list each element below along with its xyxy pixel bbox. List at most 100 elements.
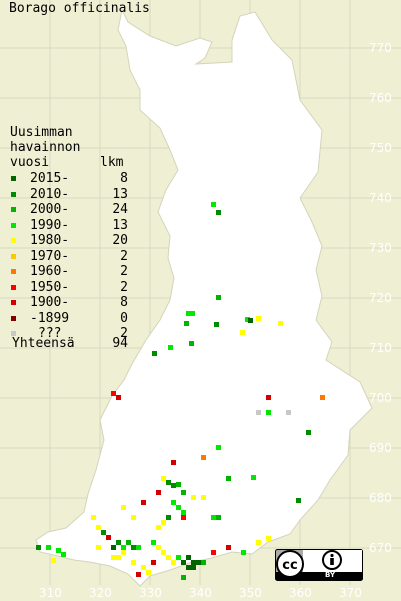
observation-point bbox=[256, 410, 261, 415]
observation-point bbox=[96, 525, 101, 530]
y-tick-label: 670 bbox=[369, 541, 392, 555]
license-by-label: BY bbox=[325, 571, 336, 579]
observation-point bbox=[166, 480, 171, 485]
observation-point bbox=[111, 545, 116, 550]
legend-row: ??? 2 bbox=[10, 326, 128, 341]
observation-point bbox=[181, 490, 186, 495]
cc-by-license-badge[interactable]: cc BY bbox=[275, 549, 363, 581]
observation-point bbox=[106, 535, 111, 540]
observation-point bbox=[171, 560, 176, 565]
observation-point bbox=[190, 311, 195, 316]
observation-point bbox=[184, 321, 189, 326]
legend-row: 1950- 2 bbox=[10, 280, 128, 295]
observation-point bbox=[121, 505, 126, 510]
observation-point bbox=[216, 445, 221, 450]
legend-count: 0 bbox=[120, 310, 128, 326]
legend-swatch bbox=[11, 331, 16, 336]
observation-point bbox=[156, 525, 161, 530]
observation-point bbox=[211, 550, 216, 555]
observation-point bbox=[131, 560, 136, 565]
y-tick-label: 720 bbox=[369, 291, 392, 305]
observation-point bbox=[168, 345, 173, 350]
observation-point bbox=[181, 510, 186, 515]
observation-point bbox=[248, 318, 253, 323]
legend-label: -1899 bbox=[30, 310, 70, 326]
observation-point bbox=[226, 545, 231, 550]
y-tick-label: 710 bbox=[369, 341, 392, 355]
legend-swatch bbox=[11, 222, 16, 228]
observation-point bbox=[296, 498, 301, 503]
legend-count: 20 bbox=[112, 233, 128, 248]
legend-count: 2 bbox=[120, 279, 128, 295]
legend-swatch bbox=[11, 300, 16, 305]
legend-heading-line-3: vuosi bbox=[10, 155, 50, 170]
legend-label: 1980- bbox=[30, 233, 70, 248]
legend-row: 1960- 2 bbox=[10, 264, 128, 279]
observation-point bbox=[191, 560, 196, 565]
x-tick-label: 330 bbox=[139, 586, 162, 600]
legend-swatch bbox=[11, 269, 16, 274]
legend-heading-line-1: Uusimman bbox=[10, 125, 73, 140]
legend-swatch bbox=[11, 238, 16, 243]
y-tick-label: 730 bbox=[369, 241, 392, 255]
observation-point bbox=[116, 395, 121, 400]
observation-point bbox=[191, 565, 196, 570]
observation-point bbox=[189, 341, 194, 346]
observation-point bbox=[56, 548, 61, 553]
y-tick-label: 690 bbox=[369, 441, 392, 455]
legend-label: 2000- bbox=[30, 202, 70, 217]
observation-point bbox=[141, 565, 146, 570]
observation-point bbox=[101, 530, 106, 535]
observation-point bbox=[201, 495, 206, 500]
observation-point bbox=[241, 550, 246, 555]
legend-total-count: 94 bbox=[112, 336, 128, 351]
observation-point bbox=[201, 455, 206, 460]
legend-swatch bbox=[11, 284, 16, 290]
observation-point bbox=[171, 500, 176, 505]
legend-label: 1950- bbox=[30, 279, 70, 295]
observation-point bbox=[176, 505, 181, 510]
x-tick-label: 350 bbox=[239, 586, 262, 600]
legend-swatch bbox=[11, 191, 16, 197]
observation-point bbox=[171, 460, 176, 465]
legend-row: 1980- 20 bbox=[10, 233, 128, 248]
legend-swatch bbox=[11, 176, 16, 181]
observation-point bbox=[181, 560, 186, 565]
legend-count-header: lkm bbox=[100, 155, 124, 170]
observation-point bbox=[211, 515, 216, 520]
observation-point bbox=[131, 545, 136, 550]
observation-point bbox=[266, 536, 271, 541]
x-tick-label: 320 bbox=[89, 586, 112, 600]
observation-point bbox=[186, 555, 191, 560]
legend-row: 2000- 24 bbox=[10, 202, 128, 217]
observation-point bbox=[141, 500, 146, 505]
observation-point bbox=[61, 552, 66, 557]
legend-row: -1899 0 bbox=[10, 311, 128, 326]
observation-point bbox=[216, 295, 221, 300]
observation-point bbox=[116, 555, 121, 560]
observation-point bbox=[161, 520, 166, 525]
legend-label: 1960- bbox=[30, 264, 70, 279]
observation-point bbox=[245, 317, 250, 322]
legend-label: ??? bbox=[38, 326, 62, 341]
observation-point bbox=[151, 560, 156, 565]
legend-row: 1970- 2 bbox=[10, 249, 128, 264]
legend-count: 2 bbox=[120, 264, 128, 279]
observation-point bbox=[226, 476, 231, 481]
observation-point bbox=[166, 555, 171, 560]
legend-count: 2 bbox=[120, 326, 128, 341]
legend-count: 8 bbox=[120, 295, 128, 310]
observation-point bbox=[152, 351, 157, 356]
legend-label: 1990- bbox=[30, 217, 70, 233]
legend-count: 13 bbox=[112, 186, 128, 202]
y-tick-label: 760 bbox=[369, 91, 392, 105]
observation-point bbox=[320, 395, 325, 400]
observation-point bbox=[161, 550, 166, 555]
observation-point bbox=[36, 545, 41, 550]
legend-label: 1970- bbox=[30, 248, 70, 264]
y-tick-label: 770 bbox=[369, 41, 392, 55]
legend-swatch bbox=[11, 207, 16, 212]
observation-point bbox=[186, 311, 191, 316]
